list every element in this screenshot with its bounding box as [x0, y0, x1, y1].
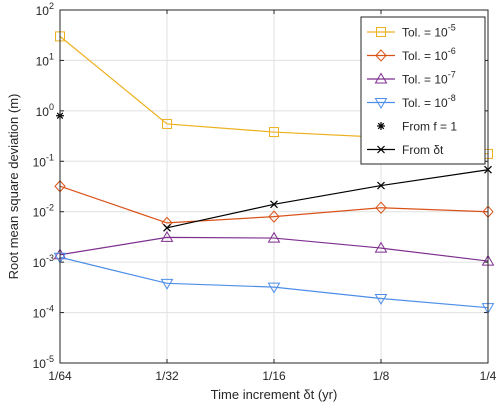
data-point [270, 200, 278, 209]
series-line [59, 236, 489, 262]
legend-entry: Tol. = 10-6 [367, 46, 456, 63]
data-point [375, 201, 387, 214]
legend-label-text: From δt [402, 143, 444, 157]
series-5 [163, 165, 492, 232]
data-point [267, 231, 281, 243]
series-line [59, 185, 489, 224]
legend-label-text: Tol. = 10 [402, 73, 448, 87]
y-tick-base: 10 [33, 256, 47, 270]
data-point [268, 210, 280, 223]
y-tick-label: 101 [36, 51, 54, 68]
y-tick-exponent: -4 [46, 304, 54, 314]
y-tick-base: 10 [36, 105, 50, 119]
legend-label: Tol. = 10-5 [402, 23, 456, 40]
y-tick-exponent: -5 [46, 354, 54, 364]
legend-entry: Tol. = 10-7 [367, 70, 456, 87]
legend-swatch-marker [375, 49, 387, 62]
legend-entry: Tol. = 10-8 [367, 93, 456, 110]
y-tick-base: 10 [36, 54, 50, 68]
y-tick-label: 10-5 [33, 354, 54, 371]
legend-label: From δt [402, 143, 444, 157]
y-tick-base: 10 [33, 155, 47, 169]
legend-swatch-marker [377, 145, 385, 154]
data-point [267, 282, 281, 294]
legend-label-exponent: -6 [448, 46, 456, 56]
legend-swatch-marker [377, 122, 385, 130]
y-axis-label: Root mean square deviation (m) [6, 94, 21, 280]
legend-label: Tol. = 10-8 [402, 93, 456, 110]
plot-frame [59, 9, 489, 364]
legend-entry: From f = 1 [377, 120, 457, 134]
legend-swatch-marker [376, 27, 386, 37]
y-tick-label: 10-1 [33, 152, 54, 169]
legend-label: Tol. = 10-6 [402, 46, 456, 63]
y-tick-exponent: -3 [46, 253, 54, 263]
y-tick-base: 10 [36, 4, 50, 18]
data-point [377, 181, 385, 190]
y-tick-label: 100 [36, 102, 54, 119]
y-tick-exponent: 0 [49, 102, 54, 112]
legend-label-text: Tol. = 10 [402, 26, 448, 40]
legend-box [360, 16, 486, 165]
x-tick-label: 1/64 [48, 369, 72, 383]
data-point [269, 127, 279, 138]
x-tick-label: 1/4 [480, 369, 497, 383]
legend-label-text: Tol. = 10 [402, 96, 448, 110]
legend-label: From f = 1 [402, 120, 457, 134]
y-tick-exponent: 1 [49, 51, 54, 61]
x-tick-label: 1/16 [262, 369, 286, 383]
legend-swatch-marker [374, 98, 388, 109]
legend-label-exponent: -8 [448, 93, 456, 103]
legend-label-text: Tol. = 10 [402, 49, 448, 63]
y-tick-exponent: 2 [49, 1, 54, 11]
data-point [374, 294, 388, 306]
data-point [162, 118, 172, 129]
x-axis-label: Time increment δt (yr) [211, 387, 338, 402]
legend-entry: Tol. = 10-5 [367, 23, 456, 40]
series-line [166, 169, 489, 229]
data-point [160, 278, 174, 290]
legend-swatch-marker [374, 72, 388, 84]
legend-label: Tol. = 10-7 [402, 70, 456, 87]
x-tick-label: 1/32 [155, 369, 179, 383]
y-tick-label: 10-2 [33, 203, 54, 220]
y-tick-label: 10-3 [33, 253, 54, 270]
data-point [374, 241, 388, 253]
legend-label-text: From f = 1 [402, 120, 457, 134]
data-point [163, 223, 171, 232]
y-tick-base: 10 [33, 357, 47, 371]
data-point [160, 230, 174, 242]
y-tick-label: 102 [36, 1, 54, 18]
x-tick-label: 1/8 [373, 369, 390, 383]
y-tick-exponent: -2 [46, 203, 54, 213]
y-tick-exponent: -1 [46, 152, 54, 162]
legend-entry: From δt [367, 143, 444, 157]
legend-label-exponent: -5 [448, 23, 456, 33]
y-tick-base: 10 [33, 307, 47, 321]
legend-label-exponent: -7 [448, 70, 456, 80]
series-line [59, 256, 489, 309]
y-tick-base: 10 [33, 206, 47, 220]
y-tick-label: 10-4 [33, 304, 54, 321]
